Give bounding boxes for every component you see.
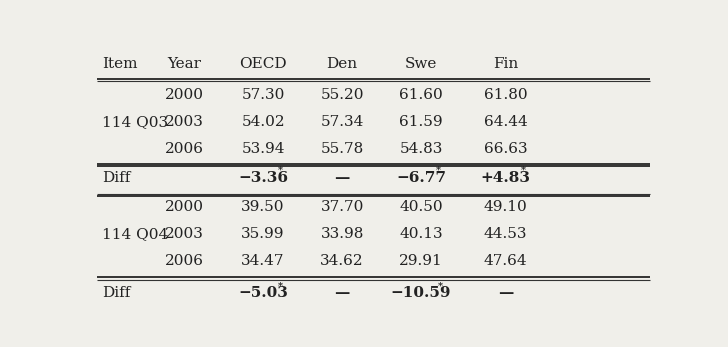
Text: —: — <box>498 286 513 301</box>
Text: 54.02: 54.02 <box>241 115 285 129</box>
Text: −6.77: −6.77 <box>396 171 446 185</box>
Text: 47.64: 47.64 <box>484 254 528 268</box>
Text: —: — <box>334 171 349 185</box>
Text: *: * <box>436 166 441 175</box>
Text: 2003: 2003 <box>165 115 204 129</box>
Text: Diff: Diff <box>102 286 130 301</box>
Text: 40.50: 40.50 <box>399 200 443 214</box>
Text: 35.99: 35.99 <box>241 227 285 241</box>
Text: 34.47: 34.47 <box>241 254 285 268</box>
Text: 2006: 2006 <box>165 142 204 155</box>
Text: −3.36: −3.36 <box>238 171 288 185</box>
Text: Item: Item <box>102 57 138 71</box>
Text: 53.94: 53.94 <box>241 142 285 155</box>
Text: −5.03: −5.03 <box>238 286 288 301</box>
Text: 2000: 2000 <box>165 200 204 214</box>
Text: 55.20: 55.20 <box>320 88 364 102</box>
Text: —: — <box>334 286 349 301</box>
Text: *: * <box>438 281 443 290</box>
Text: −10.59: −10.59 <box>391 286 451 301</box>
Text: 54.83: 54.83 <box>400 142 443 155</box>
Text: 61.80: 61.80 <box>484 88 528 102</box>
Text: Den: Den <box>326 57 357 71</box>
Text: 66.63: 66.63 <box>484 142 528 155</box>
Text: 40.13: 40.13 <box>399 227 443 241</box>
Text: Fin: Fin <box>493 57 518 71</box>
Text: 61.59: 61.59 <box>399 115 443 129</box>
Text: 39.50: 39.50 <box>241 200 285 214</box>
Text: 114 Q03: 114 Q03 <box>102 115 168 129</box>
Text: *: * <box>278 166 283 175</box>
Text: Swe: Swe <box>405 57 438 71</box>
Text: 114 Q04: 114 Q04 <box>102 227 169 241</box>
Text: *: * <box>278 281 283 290</box>
Text: 55.78: 55.78 <box>320 142 364 155</box>
Text: +4.83: +4.83 <box>480 171 531 185</box>
Text: 44.53: 44.53 <box>484 227 528 241</box>
Text: 29.91: 29.91 <box>399 254 443 268</box>
Text: 2006: 2006 <box>165 254 204 268</box>
Text: 37.70: 37.70 <box>320 200 364 214</box>
Text: OECD: OECD <box>240 57 287 71</box>
Text: 2000: 2000 <box>165 88 204 102</box>
Text: Year: Year <box>167 57 201 71</box>
Text: 2003: 2003 <box>165 227 204 241</box>
Text: 33.98: 33.98 <box>320 227 364 241</box>
Text: 57.30: 57.30 <box>242 88 285 102</box>
Text: 57.34: 57.34 <box>320 115 364 129</box>
Text: 61.60: 61.60 <box>399 88 443 102</box>
Text: 49.10: 49.10 <box>484 200 528 214</box>
Text: 64.44: 64.44 <box>484 115 528 129</box>
Text: *: * <box>521 166 526 175</box>
Text: Diff: Diff <box>102 171 130 185</box>
Text: 34.62: 34.62 <box>320 254 364 268</box>
